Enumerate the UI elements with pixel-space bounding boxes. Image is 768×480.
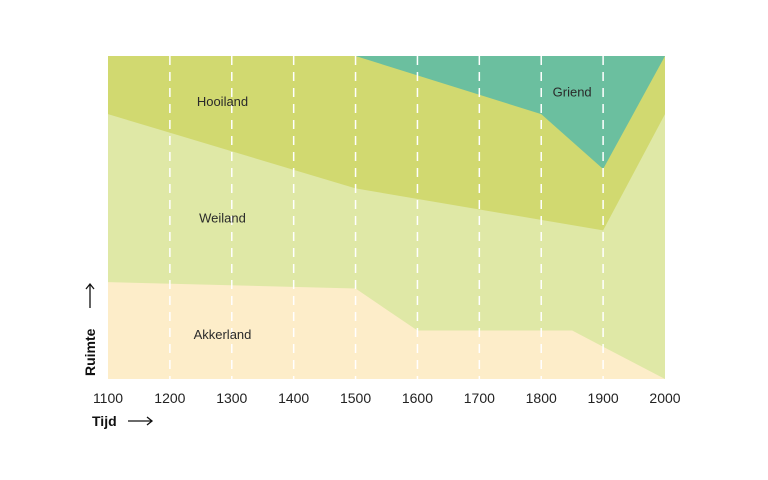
grid-lines <box>169 56 604 379</box>
x-tick-label-1100: 1100 <box>93 390 123 406</box>
region-label-akkerland: Akkerland <box>194 327 252 342</box>
x-axis-title: Tijd <box>92 413 117 429</box>
y-axis-title: Ruimte <box>82 328 98 376</box>
x-tick-labels: 1100 1200 1300 1400 1500 1600 1700 1800 1900 2000 <box>93 390 681 406</box>
region-label-weiland: Weiland <box>199 211 246 226</box>
x-tick-label-1500: 1500 <box>340 390 371 406</box>
area-akkerland <box>108 282 665 379</box>
region-labels: Hooiland Weiland Akkerland Griend <box>194 85 592 342</box>
region-label-hooiland: Hooiland <box>197 94 248 109</box>
x-tick-label-1600: 1600 <box>402 390 433 406</box>
x-tick-label-1400: 1400 <box>278 390 309 406</box>
y-axis-arrowhead-icon <box>85 282 95 290</box>
x-tick-label-1700: 1700 <box>464 390 495 406</box>
x-tick-label-2000: 2000 <box>649 390 680 406</box>
x-tick-label-1300: 1300 <box>216 390 247 406</box>
x-tick-label-1800: 1800 <box>526 390 557 406</box>
area-layers <box>108 56 665 379</box>
region-label-griend: Griend <box>553 85 592 100</box>
x-tick-label-1900: 1900 <box>588 390 619 406</box>
x-axis-arrowhead-icon <box>146 416 154 426</box>
x-tick-label-1200: 1200 <box>154 390 185 406</box>
